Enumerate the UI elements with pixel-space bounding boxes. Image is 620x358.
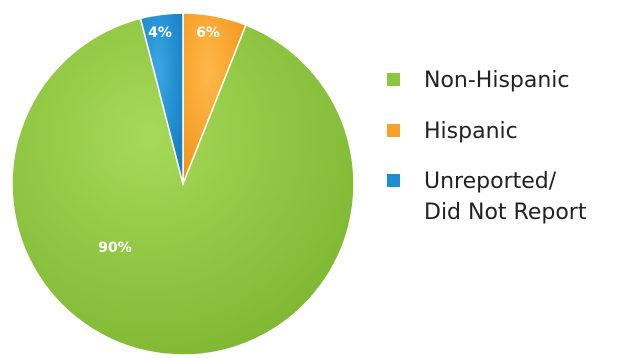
legend-swatch <box>387 174 400 187</box>
legend-label: Hispanic <box>424 119 518 144</box>
legend-swatch <box>387 73 400 86</box>
pie-slice-unreported-did-not-report <box>139 12 184 185</box>
legend-label: Unreported/ <box>424 169 557 194</box>
slice-value-label: 4% <box>148 25 172 41</box>
legend-swatch <box>387 124 400 137</box>
legend-label: Non-Hispanic <box>424 68 570 93</box>
slice-value-label: 90% <box>98 240 132 256</box>
legend-label: Did Not Report <box>424 200 587 225</box>
pie-slice-non-hispanic <box>11 17 355 356</box>
slice-value-label: 6% <box>196 25 220 41</box>
